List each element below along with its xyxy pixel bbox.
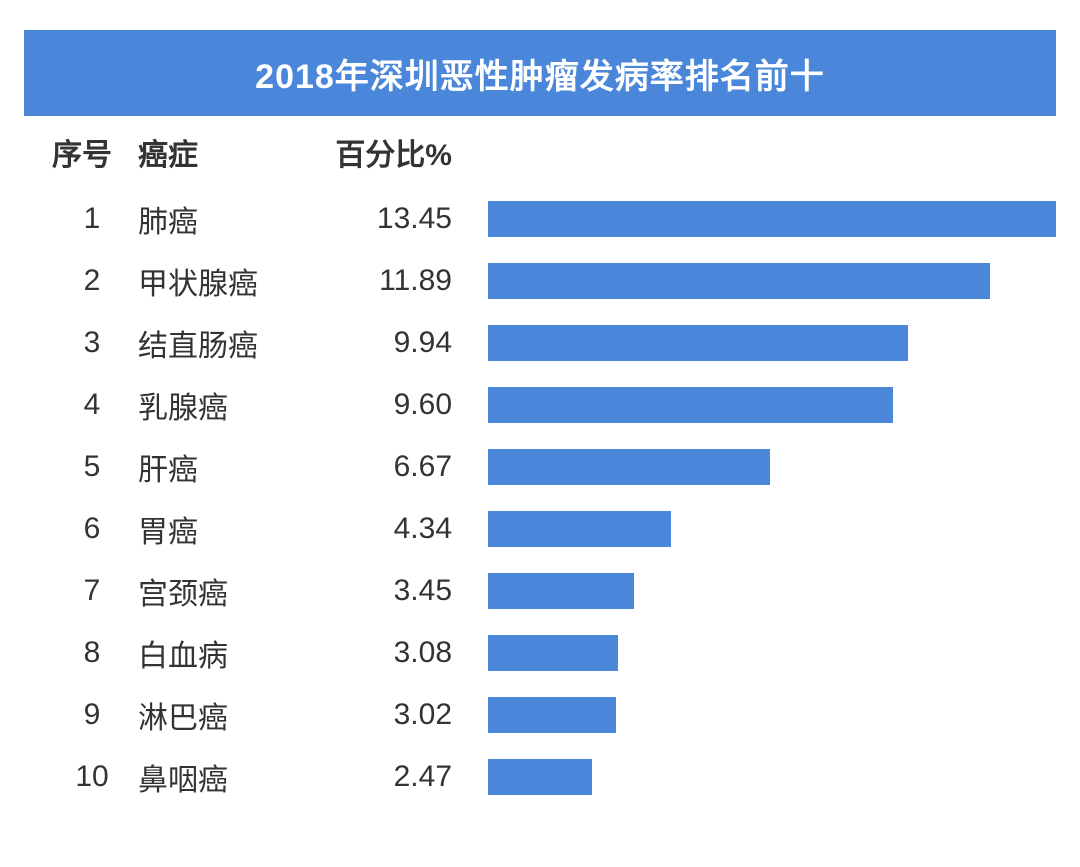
cell-value: 13.45 [328, 202, 488, 236]
cell-rank: 10 [46, 760, 138, 794]
cell-name: 白血病 [138, 631, 328, 675]
cell-value: 6.67 [328, 450, 488, 484]
cell-name: 甲状腺癌 [138, 259, 328, 303]
bar [488, 759, 592, 795]
cell-name: 肝癌 [138, 445, 328, 489]
table-header: 序号 癌症 百分比% [24, 116, 1056, 188]
cell-value: 9.94 [328, 326, 488, 360]
cell-bar [488, 697, 1056, 733]
cell-rank: 7 [46, 574, 138, 608]
cell-rank: 1 [46, 202, 138, 236]
bar [488, 573, 634, 609]
cell-rank: 3 [46, 326, 138, 360]
cell-name: 宫颈癌 [138, 569, 328, 613]
cell-value: 3.45 [328, 574, 488, 608]
header-rank: 序号 [46, 130, 138, 174]
cell-bar [488, 635, 1056, 671]
cell-bar [488, 201, 1056, 237]
bar [488, 387, 893, 423]
bar [488, 201, 1056, 237]
cell-name: 肺癌 [138, 197, 328, 241]
cell-name: 鼻咽癌 [138, 755, 328, 799]
table-row: 4乳腺癌9.60 [24, 374, 1056, 436]
table-row: 3结直肠癌9.94 [24, 312, 1056, 374]
cell-rank: 5 [46, 450, 138, 484]
cell-rank: 6 [46, 512, 138, 546]
cell-name: 胃癌 [138, 507, 328, 551]
cell-bar [488, 759, 1056, 795]
cell-value: 4.34 [328, 512, 488, 546]
header-name: 癌症 [138, 130, 328, 174]
cell-value: 2.47 [328, 760, 488, 794]
cell-bar [488, 387, 1056, 423]
bar [488, 511, 671, 547]
cell-value: 11.89 [328, 264, 488, 298]
table-row: 7宫颈癌3.45 [24, 560, 1056, 622]
table-body: 1肺癌13.452甲状腺癌11.893结直肠癌9.944乳腺癌9.605肝癌6.… [24, 188, 1056, 808]
bar [488, 635, 618, 671]
bar [488, 325, 908, 361]
table-row: 6胃癌4.34 [24, 498, 1056, 560]
chart-title: 2018年深圳恶性肿瘤发病率排名前十 [24, 30, 1056, 116]
table-row: 1肺癌13.45 [24, 188, 1056, 250]
cell-bar [488, 449, 1056, 485]
cell-bar [488, 573, 1056, 609]
cell-rank: 9 [46, 698, 138, 732]
bar [488, 449, 770, 485]
table-row: 2甲状腺癌11.89 [24, 250, 1056, 312]
table-row: 5肝癌6.67 [24, 436, 1056, 498]
table-row: 9淋巴癌3.02 [24, 684, 1056, 746]
chart-container: 2018年深圳恶性肿瘤发病率排名前十 序号 癌症 百分比% 1肺癌13.452甲… [24, 30, 1056, 843]
header-value: 百分比% [328, 130, 488, 174]
bar [488, 697, 616, 733]
cell-value: 3.08 [328, 636, 488, 670]
cell-name: 结直肠癌 [138, 321, 328, 365]
cell-name: 淋巴癌 [138, 693, 328, 737]
cell-value: 9.60 [328, 388, 488, 422]
cell-name: 乳腺癌 [138, 383, 328, 427]
cell-value: 3.02 [328, 698, 488, 732]
cell-rank: 2 [46, 264, 138, 298]
cell-bar [488, 263, 1056, 299]
cell-bar [488, 325, 1056, 361]
table-row: 8白血病3.08 [24, 622, 1056, 684]
table-row: 10鼻咽癌2.47 [24, 746, 1056, 808]
cell-rank: 8 [46, 636, 138, 670]
cell-rank: 4 [46, 388, 138, 422]
cell-bar [488, 511, 1056, 547]
bar [488, 263, 990, 299]
